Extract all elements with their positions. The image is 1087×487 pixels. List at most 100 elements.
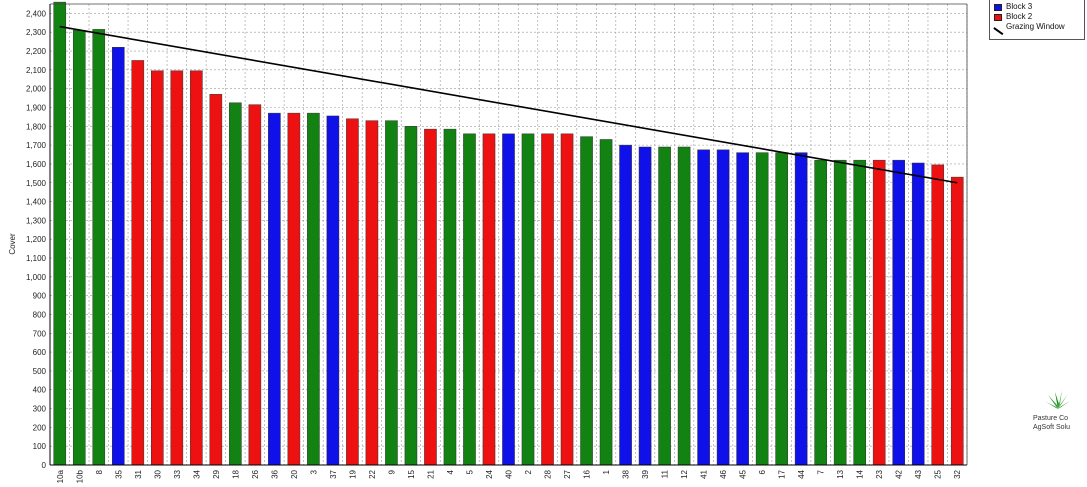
x-tick-label: 2 [524,469,533,474]
x-tick-label: 46 [719,469,728,478]
legend-swatch-block-2 [994,13,1002,21]
grid-lines [49,4,968,465]
bar [190,70,203,466]
bar [268,112,281,466]
x-tick-label: 45 [739,469,748,478]
x-tick-label: 10a [56,469,65,483]
x-tick-label: 12 [680,469,689,478]
bar [111,47,125,466]
x-tick-label: 22 [368,469,377,478]
legend-label-grazing-window: Grazing Window [1006,22,1065,31]
x-tick-label: 5 [465,469,474,474]
legend-item-grazing-window: Grazing Window [994,22,1084,32]
x-tick-label: 11 [661,469,670,478]
bar [131,60,145,466]
x-tick-label: 19 [348,469,357,478]
bar [72,30,86,466]
bar [775,152,788,466]
y-tick-label: 700 [33,329,47,338]
x-tick-label: 8 [95,469,104,474]
bar [151,70,164,466]
bars [53,1,964,466]
y-axis-title: Cover [8,233,17,255]
grazing-window-line [59,25,958,184]
x-tick-label: 27 [563,469,572,478]
x-tick-label: 42 [895,469,904,478]
x-tick-label: 4 [446,469,455,474]
bar [814,159,827,466]
bar [638,146,652,466]
bar [599,139,613,466]
legend-swatch-block-3 [994,3,1002,11]
legend-item-block-2: Block 2 [994,12,1084,22]
x-tick-label: 38 [622,469,631,478]
y-tick-label: 2,100 [26,66,47,75]
bar [365,120,379,466]
bar [482,133,496,466]
y-tick-label: 0 [42,461,47,470]
x-tick-label: 35 [114,469,123,478]
x-tick-label: 3 [309,469,318,474]
x-tick-label: 16 [583,469,592,478]
bar [404,126,418,466]
y-tick-label: 2,000 [26,85,47,94]
x-tick-label: 17 [778,469,787,478]
x-tick-label: 18 [231,469,240,478]
y-tick-label: 1,600 [26,160,47,169]
axes [49,3,968,466]
bar [92,29,106,466]
bar [755,152,769,466]
x-tick-label: 41 [700,469,709,478]
y-tick-label: 100 [33,442,47,451]
x-tick-label: 33 [173,469,182,478]
x-tick-label: 21 [426,469,435,478]
y-tick-label: 1,500 [26,179,47,188]
x-tick-label: 40 [505,469,514,478]
bar [209,94,223,466]
bar [385,120,398,466]
x-tick-label: 29 [212,469,221,478]
bar [424,128,437,466]
bar [346,118,359,466]
tick-labels: 0 100 200 300 400 500 600 700 800 900 1,000 1,100 1,… [26,9,962,483]
grass-logo-icon [1046,390,1070,409]
bar [697,149,710,466]
legend: Block 3 Block 2 Grazing Window [989,0,1085,40]
x-tick-label: 14 [856,469,865,478]
x-tick-label: 26 [251,469,260,478]
bar [248,104,262,466]
y-tick-label: 400 [33,386,47,395]
x-tick-label: 31 [134,469,143,478]
bar [892,159,906,466]
y-tick-label: 1,000 [26,273,47,282]
x-tick-label: 13 [836,469,845,478]
x-tick-label: 6 [758,469,767,474]
bar [502,133,515,466]
bar [521,133,535,466]
x-tick-label: 9 [387,469,396,474]
x-tick-label: 25 [934,469,943,478]
x-tick-label: 23 [875,469,884,478]
x-tick-label: 20 [290,469,299,478]
brand-line-1: Pasture Co [1033,415,1069,422]
x-tick-label: 32 [953,469,962,478]
bar [326,115,340,466]
bar [307,112,320,466]
x-tick-label: 15 [407,469,416,478]
x-tick-label: 24 [485,469,494,478]
y-tick-label: 1,200 [26,235,47,244]
y-tick-label: 200 [33,423,47,432]
y-tick-label: 2,200 [26,47,47,56]
bar [287,112,301,466]
bar [580,136,593,466]
grazing-window-line [59,25,958,184]
y-tick-label: 800 [33,310,47,319]
x-tick-label: 44 [797,469,806,478]
legend-label-block-3: Block 3 [1006,2,1033,11]
bar [53,1,67,466]
x-tick-label: 36 [270,469,279,478]
x-tick-label: 7 [817,469,826,474]
bar [658,146,671,466]
y-tick-label: 1,300 [26,216,47,225]
